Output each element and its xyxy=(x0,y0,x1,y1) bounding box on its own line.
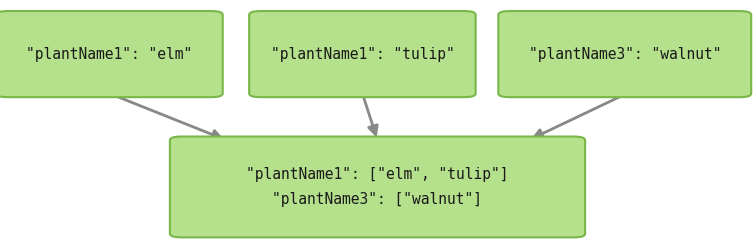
Text: "plantName1": "tulip": "plantName1": "tulip" xyxy=(270,47,455,62)
FancyBboxPatch shape xyxy=(170,137,585,237)
FancyBboxPatch shape xyxy=(498,11,751,97)
Text: "plantName1": ["elm", "tulip"]
"plantName3": ["walnut"]: "plantName1": ["elm", "tulip"] "plantNam… xyxy=(246,167,509,207)
FancyBboxPatch shape xyxy=(0,11,223,97)
Text: "plantName1": "elm": "plantName1": "elm" xyxy=(26,47,193,62)
Text: "plantName3": "walnut": "plantName3": "walnut" xyxy=(528,47,721,62)
FancyBboxPatch shape xyxy=(249,11,476,97)
